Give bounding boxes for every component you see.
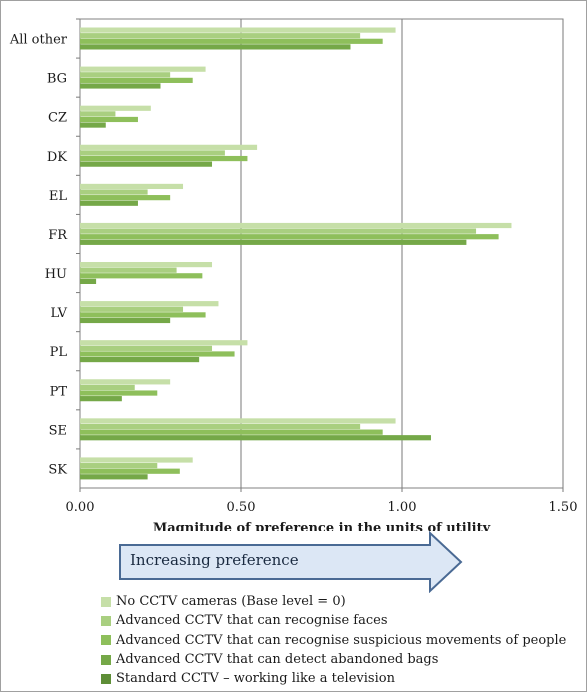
bar bbox=[80, 161, 213, 167]
legend-label: Standard CCTV – working like a televisio… bbox=[116, 671, 395, 687]
bar bbox=[80, 189, 148, 195]
category-label: PT bbox=[50, 384, 68, 399]
legend-item: Advanced CCTV that can detect abandoned … bbox=[101, 650, 571, 669]
bar bbox=[80, 278, 97, 284]
bar bbox=[80, 345, 213, 351]
legend: No CCTV cameras (Base level = 0) Advanced… bbox=[101, 592, 571, 688]
bar bbox=[80, 474, 148, 480]
bar bbox=[80, 429, 383, 435]
bar bbox=[80, 222, 512, 229]
bar bbox=[80, 72, 171, 78]
x-axis-title: Magnitude of preference in the units of … bbox=[153, 521, 491, 531]
x-tick-label: 1.50 bbox=[549, 500, 578, 515]
category-label: EL bbox=[49, 189, 67, 204]
legend-swatch bbox=[101, 654, 111, 665]
bar bbox=[80, 396, 122, 402]
bar bbox=[80, 418, 396, 424]
bar bbox=[80, 116, 138, 123]
bar bbox=[80, 317, 171, 324]
x-tick-label: 1.00 bbox=[388, 500, 417, 515]
category-label: SK bbox=[48, 462, 67, 477]
bar bbox=[80, 66, 206, 72]
bar bbox=[80, 301, 219, 307]
legend-item: Standard CCTV – working like a televisio… bbox=[101, 669, 571, 688]
bar bbox=[80, 150, 225, 156]
legend-label: Advanced CCTV that can recognise suspici… bbox=[116, 632, 567, 648]
bar bbox=[80, 384, 135, 391]
bar bbox=[80, 379, 171, 385]
increasing-preference-arrow: Increasing preference bbox=[118, 530, 464, 594]
bar bbox=[80, 27, 396, 33]
bar bbox=[80, 44, 351, 50]
category-label: FR bbox=[48, 228, 68, 243]
legend-swatch bbox=[101, 635, 111, 646]
bar bbox=[80, 457, 193, 463]
bar bbox=[80, 183, 184, 190]
category-label: SE bbox=[49, 423, 67, 438]
bar bbox=[80, 83, 161, 89]
bar bbox=[80, 267, 177, 273]
arrow-shape bbox=[119, 530, 463, 594]
category-label: PL bbox=[50, 345, 68, 360]
legend-swatch bbox=[101, 615, 111, 626]
bar bbox=[80, 423, 361, 430]
bar bbox=[80, 195, 171, 201]
plot-area bbox=[79, 18, 564, 489]
legend-label: Advanced CCTV that can detect abandoned … bbox=[116, 652, 439, 668]
bar bbox=[80, 262, 213, 268]
bar bbox=[80, 105, 151, 111]
legend-label: Advanced CCTV that can recognise faces bbox=[116, 613, 388, 629]
bar bbox=[80, 435, 431, 441]
bar bbox=[80, 144, 258, 150]
bar bbox=[80, 77, 193, 83]
bar bbox=[80, 390, 158, 396]
bar bbox=[80, 351, 235, 357]
bar bbox=[80, 234, 499, 240]
bar bbox=[80, 155, 248, 162]
legend-item: Advanced CCTV that can recognise suspici… bbox=[101, 631, 571, 650]
bar bbox=[80, 122, 106, 128]
bar bbox=[80, 463, 158, 469]
bar bbox=[80, 340, 248, 346]
bar bbox=[80, 33, 361, 39]
category-label: DK bbox=[47, 150, 67, 165]
bar bbox=[80, 468, 180, 474]
x-tick-label: 0.00 bbox=[66, 500, 95, 515]
bar bbox=[80, 200, 138, 206]
arrow-label: Increasing preference bbox=[130, 551, 299, 569]
bar bbox=[80, 312, 206, 318]
bar bbox=[80, 273, 203, 279]
category-label: All other bbox=[9, 33, 68, 48]
bar-chart: 0.00 0.50 1.00 1.50 All other BG CZ DK EL FR HU LV P… bbox=[9, 18, 578, 531]
legend-swatch bbox=[101, 673, 111, 684]
category-label: CZ bbox=[48, 111, 67, 126]
bar bbox=[80, 228, 477, 234]
bar bbox=[80, 306, 184, 312]
category-label: BG bbox=[47, 72, 67, 87]
legend-item: Advanced CCTV that can recognise faces bbox=[101, 611, 571, 630]
category-label: HU bbox=[45, 267, 67, 282]
bar bbox=[80, 356, 200, 363]
bar bbox=[80, 239, 467, 245]
x-tick-label: 0.50 bbox=[227, 500, 256, 515]
category-label: LV bbox=[51, 306, 68, 321]
legend-label: No CCTV cameras (Base level = 0) bbox=[116, 594, 346, 610]
bar bbox=[80, 38, 383, 44]
legend-item: No CCTV cameras (Base level = 0) bbox=[101, 592, 571, 611]
legend-swatch bbox=[101, 596, 111, 607]
bar bbox=[80, 111, 116, 117]
